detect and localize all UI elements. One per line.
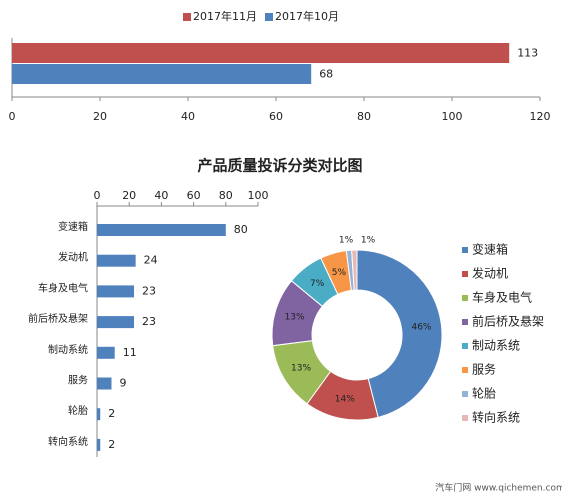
legend-marker: [462, 319, 468, 325]
x-tick-label: 0: [94, 189, 101, 202]
data-label: 13%: [291, 364, 311, 374]
legend-marker: [462, 271, 468, 277]
y-tick-label: 发动机: [58, 251, 88, 264]
bar: [97, 377, 112, 390]
value-label: 68: [319, 68, 333, 81]
value-label: 9: [119, 377, 126, 390]
value-label: 2: [108, 407, 115, 420]
legend-label: 2017年10月: [275, 9, 339, 23]
data-label: 13%: [285, 312, 305, 322]
legend-label: 变速箱: [472, 242, 508, 257]
chart-title: 产品质量投诉分类对比图: [197, 157, 362, 175]
x-tick-label: 80: [357, 110, 371, 123]
legend-marker: [462, 415, 468, 421]
x-tick-label: 60: [187, 189, 201, 202]
bar: [97, 346, 115, 359]
legend-label: 前后桥及悬架: [472, 314, 544, 329]
y-tick-label: 变速箱: [58, 220, 88, 233]
legend-label: 服务: [472, 362, 496, 377]
bar: [12, 43, 510, 63]
data-label: 1%: [339, 236, 354, 246]
pie-slice: [351, 249, 358, 291]
data-label: 14%: [335, 394, 355, 404]
value-label: 80: [234, 223, 248, 236]
bar: [97, 254, 136, 267]
value-label: 2: [108, 438, 115, 451]
value-label: 23: [142, 284, 156, 297]
legend-marker: [462, 295, 468, 301]
x-tick-label: 60: [269, 110, 283, 123]
y-tick-label: 转向系统: [48, 435, 88, 448]
legend-marker: [462, 391, 468, 397]
value-label: 24: [144, 254, 158, 267]
x-tick-label: 100: [442, 110, 463, 123]
legend-label: 2017年11月: [193, 9, 257, 23]
y-tick-label: 服务: [68, 374, 88, 387]
y-tick-label: 前后桥及悬架: [28, 312, 88, 325]
legend-label: 车身及电气: [472, 290, 532, 305]
legend-label: 制动系统: [472, 339, 520, 353]
legend-marker: [462, 367, 468, 373]
source: 汽车门网 www.qichemen.com: [435, 482, 562, 494]
legend-marker: [462, 247, 468, 253]
data-label: 46%: [411, 322, 431, 332]
y-tick-label: 车身及电气: [38, 281, 88, 294]
bar: [12, 64, 312, 84]
bar: [97, 408, 101, 421]
bar: [97, 316, 135, 329]
legend-marker: [183, 13, 191, 21]
x-tick-label: 20: [93, 110, 107, 123]
x-tick-label: 80: [219, 189, 233, 202]
pie-slice: [356, 249, 443, 418]
bar: [97, 224, 226, 236]
x-tick-label: 20: [122, 189, 136, 202]
data-label: 1%: [361, 236, 376, 246]
y-tick-label: 轮胎: [68, 404, 88, 417]
bar: [97, 285, 135, 298]
legend-marker: [462, 343, 468, 349]
value-label: 113: [517, 47, 538, 60]
value-label: 11: [123, 346, 137, 359]
data-label: 7%: [310, 279, 325, 289]
data-label: 5%: [332, 268, 347, 278]
x-tick-label: 100: [248, 189, 269, 202]
x-tick-label: 40: [154, 189, 168, 202]
legend-marker: [265, 13, 273, 21]
x-tick-label: 40: [181, 110, 195, 123]
x-tick-label: 0: [9, 110, 16, 123]
legend-label: 转向系统: [472, 410, 520, 425]
value-label: 23: [142, 315, 156, 328]
legend-label: 轮胎: [472, 387, 496, 401]
legend-label: 发动机: [472, 266, 508, 281]
y-tick-label: 制动系统: [48, 343, 88, 356]
x-tick-label: 120: [530, 110, 551, 123]
bar: [97, 438, 101, 451]
